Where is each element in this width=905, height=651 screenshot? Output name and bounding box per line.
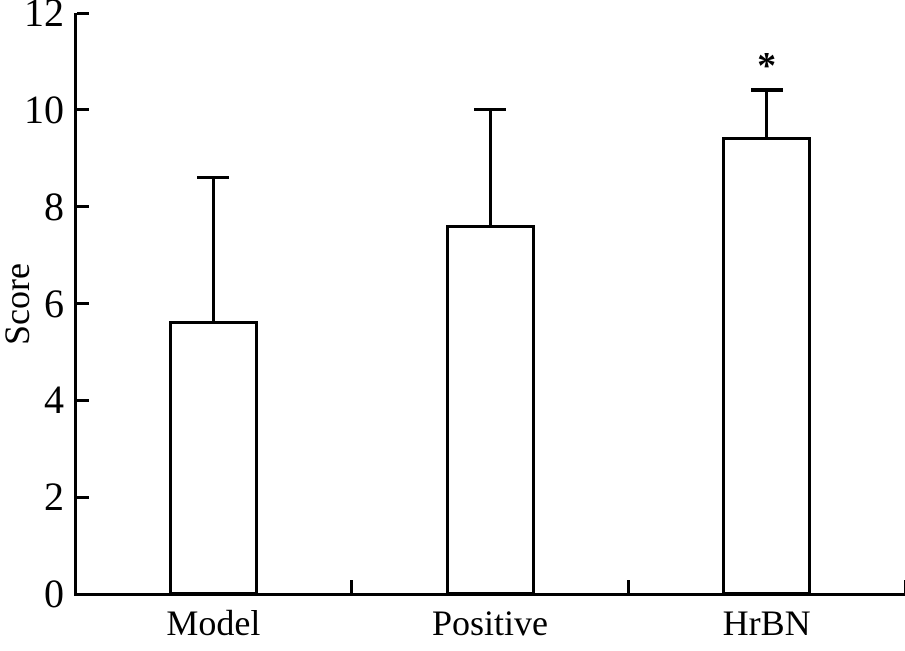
x-category-label: Model: [166, 603, 261, 643]
y-tick: [76, 205, 89, 209]
y-tick: [76, 11, 89, 15]
bar: [168, 321, 258, 596]
y-axis-line: [73, 13, 77, 596]
error-bar-line: [488, 109, 492, 227]
y-tick-label: 10: [24, 86, 64, 132]
error-bar-cap: [474, 107, 506, 112]
y-tick: [76, 302, 89, 305]
error-bar-cap: [197, 175, 230, 180]
y-tick: [76, 108, 89, 112]
x-tick: [903, 579, 905, 593]
bar: [445, 224, 535, 596]
y-tick-label: 6: [44, 280, 64, 326]
y-tick: [76, 495, 89, 499]
x-tick: [350, 579, 354, 593]
y-tick-label: 4: [44, 377, 64, 423]
x-category-label: Positive: [431, 603, 548, 643]
y-axis-title: Score: [0, 263, 37, 345]
y-tick-label: 2: [44, 474, 64, 520]
y-tick: [76, 398, 89, 402]
significance-asterisk: *: [757, 45, 777, 88]
y-tick-label: 12: [24, 0, 64, 35]
y-tick-label: 8: [44, 183, 64, 229]
error-bar-cap: [750, 88, 783, 92]
x-category-label: HrBN: [722, 603, 811, 643]
y-tick-label: 0: [44, 571, 64, 616]
x-tick: [626, 579, 630, 593]
error-bar-line: [211, 177, 215, 323]
bar: [722, 137, 812, 596]
error-bar-line: [765, 90, 769, 139]
